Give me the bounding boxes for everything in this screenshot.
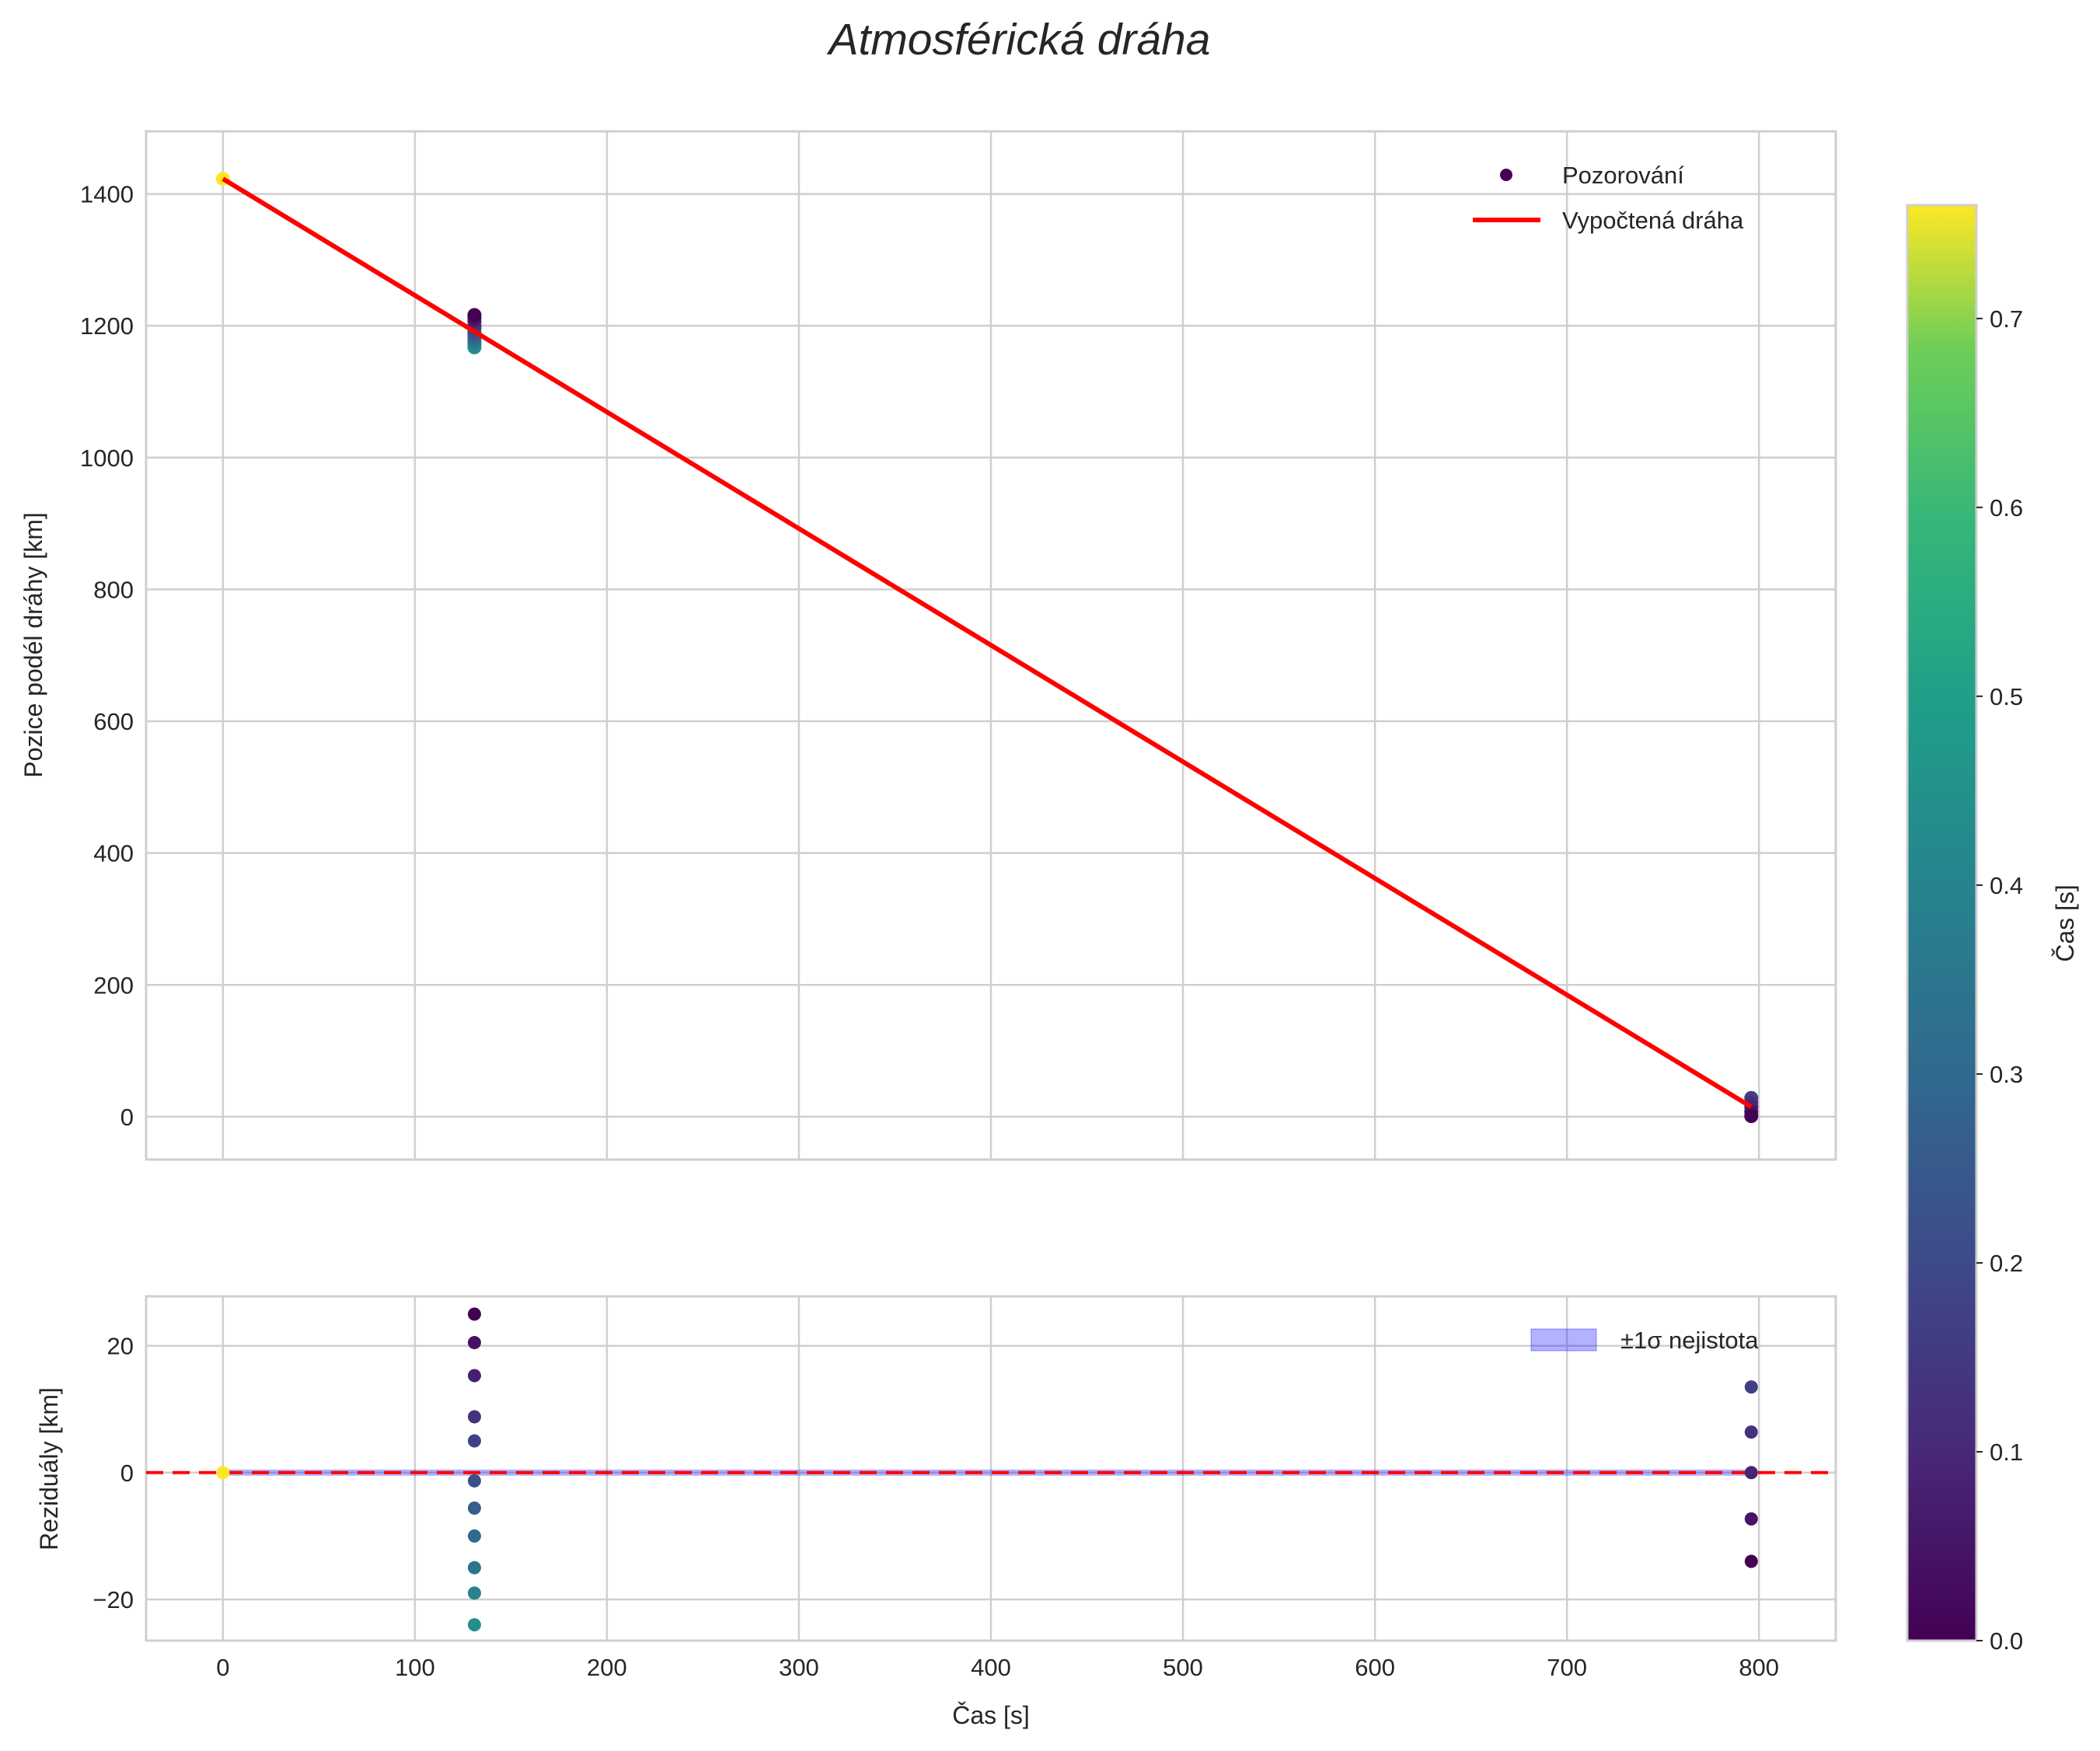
residual-point	[1744, 1425, 1758, 1439]
y-tick-label: 600	[93, 708, 134, 735]
colorbar-gradient	[1906, 204, 1978, 1642]
bottom-ylabel: Reziduály [km]	[35, 1387, 63, 1550]
observation-point	[1744, 1109, 1759, 1124]
residual-point	[467, 1618, 481, 1632]
top-axes: 0 200 400 600 800 1000 1200 1400 Pozorování Vypoč…	[80, 130, 1837, 1161]
x-tick-label: 0	[216, 1654, 229, 1681]
x-tick-label: 100	[395, 1654, 435, 1681]
legend-band-marker	[1530, 1328, 1597, 1352]
y-tick-label: 0	[120, 1460, 134, 1487]
residual-point	[1744, 1380, 1758, 1394]
legend-line-label: Vypočtená dráha	[1562, 207, 1744, 234]
legend-band-label: ±1σ nejistota	[1620, 1327, 1759, 1354]
y-tick-label: 200	[93, 971, 134, 999]
legend-scatter-marker	[1500, 169, 1512, 181]
colorbar: 0.0 0.1 0.2 0.3 0.4 0.5 0.6 0.7	[1906, 204, 2023, 1655]
axes-frame	[145, 1295, 1837, 1642]
y-tick-label: 1400	[80, 181, 134, 208]
colorbar-tick-label: 0.6	[1990, 494, 2023, 521]
residual-point	[216, 1466, 230, 1480]
x-tick-label: 200	[587, 1654, 627, 1681]
residual-point	[467, 1307, 481, 1321]
x-tick-label: 800	[1739, 1654, 1779, 1681]
residual-point	[467, 1336, 481, 1350]
xlabel: Čas [s]	[952, 1701, 1030, 1729]
residual-point	[467, 1501, 481, 1515]
axes-frame	[145, 130, 1837, 1161]
residual-point	[467, 1474, 481, 1488]
observation-point	[467, 308, 482, 323]
uncertainty-band	[222, 1469, 1752, 1476]
x-tick-label: 700	[1547, 1654, 1587, 1681]
colorbar-label: Čas [s]	[2051, 884, 2079, 962]
residual-point	[1744, 1466, 1758, 1480]
y-tick-label: 20	[107, 1333, 134, 1360]
x-tick-label: 300	[779, 1654, 819, 1681]
fit-line	[222, 176, 1753, 1109]
x-tick-label: 400	[971, 1654, 1011, 1681]
colorbar-tick-label: 0.3	[1990, 1061, 2023, 1088]
y-tick-label: 1200	[80, 312, 134, 340]
residual-point	[1744, 1554, 1758, 1568]
residual-point	[467, 1434, 481, 1448]
y-tick-label: 0	[120, 1104, 134, 1131]
legend-scatter-label: Pozorování	[1562, 162, 1684, 189]
y-tick-label: 800	[93, 576, 134, 603]
residual-axes: 0 100 200 300 400 500 600 700 800 −20 0 20 ±1σ nejis…	[92, 1295, 1837, 1681]
x-tick-label: 600	[1355, 1654, 1395, 1681]
residual-point	[467, 1529, 481, 1543]
colorbar-tick-label: 0.7	[1990, 305, 2023, 333]
residual-point	[1744, 1512, 1758, 1526]
residual-point	[467, 1369, 481, 1383]
residual-point	[467, 1561, 481, 1575]
colorbar-tick-label: 0.0	[1990, 1627, 2023, 1655]
top-ylabel: Pozice podél dráhy [km]	[19, 512, 47, 778]
chart-title: Atmosférická dráha	[826, 15, 1210, 65]
colorbar-tick-label: 0.4	[1990, 872, 2023, 899]
y-tick-label: 400	[93, 840, 134, 867]
colorbar-tick-label: 0.2	[1990, 1250, 2023, 1277]
colorbar-tick-label: 0.1	[1990, 1439, 2023, 1466]
y-tick-label: −20	[92, 1586, 134, 1613]
x-tick-label: 500	[1163, 1654, 1203, 1681]
colorbar-tick-label: 0.5	[1990, 683, 2023, 710]
residual-point	[467, 1586, 481, 1600]
y-tick-label: 1000	[80, 445, 134, 472]
residual-point	[467, 1410, 481, 1424]
